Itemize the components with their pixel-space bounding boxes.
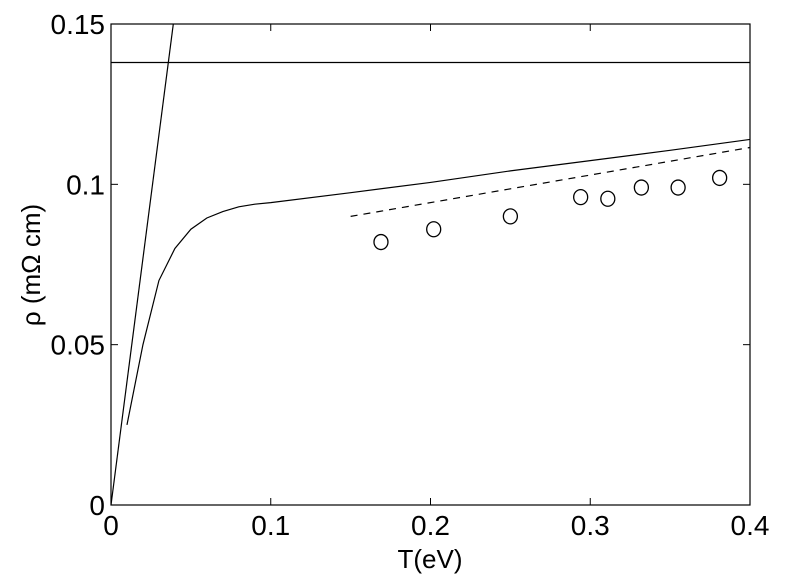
x-axis-label: T(eV)	[398, 544, 463, 574]
data-point-marker	[502, 208, 519, 225]
series-line-3	[126, 138, 750, 425]
y-tick-labels: 0 0.05 0.1 0.15	[51, 9, 106, 521]
series-line-4	[350, 146, 750, 217]
data-point-marker	[573, 189, 589, 206]
x-tick-label: 0.4	[731, 510, 770, 541]
plot-frame	[110, 23, 751, 506]
y-axis-label: ρ (mΩ cm)	[16, 204, 46, 326]
data-point-marker	[373, 233, 389, 251]
y-tick-label: 0.1	[66, 169, 105, 200]
x-tick-label: 0.1	[251, 510, 290, 541]
y-tick-label: 0.15	[51, 9, 106, 40]
x-tick-label: 0.3	[571, 510, 610, 541]
data-point-marker	[426, 221, 442, 238]
x-tick-label: 0	[103, 510, 119, 541]
axis-ticks	[110, 23, 751, 506]
series-line-1	[111, 24, 174, 505]
x-tick-label: 0.2	[411, 510, 450, 541]
data-point-marker	[711, 169, 728, 187]
data-point-marker	[670, 179, 686, 196]
y-tick-label: 0	[89, 490, 105, 521]
data-points	[373, 169, 728, 251]
data-point-marker	[633, 179, 650, 196]
data-point-marker	[600, 190, 616, 207]
series-layer	[111, 24, 750, 505]
y-tick-label: 0.05	[51, 330, 106, 361]
x-tick-labels: 0 0.1 0.2 0.3 0.4	[103, 510, 769, 541]
